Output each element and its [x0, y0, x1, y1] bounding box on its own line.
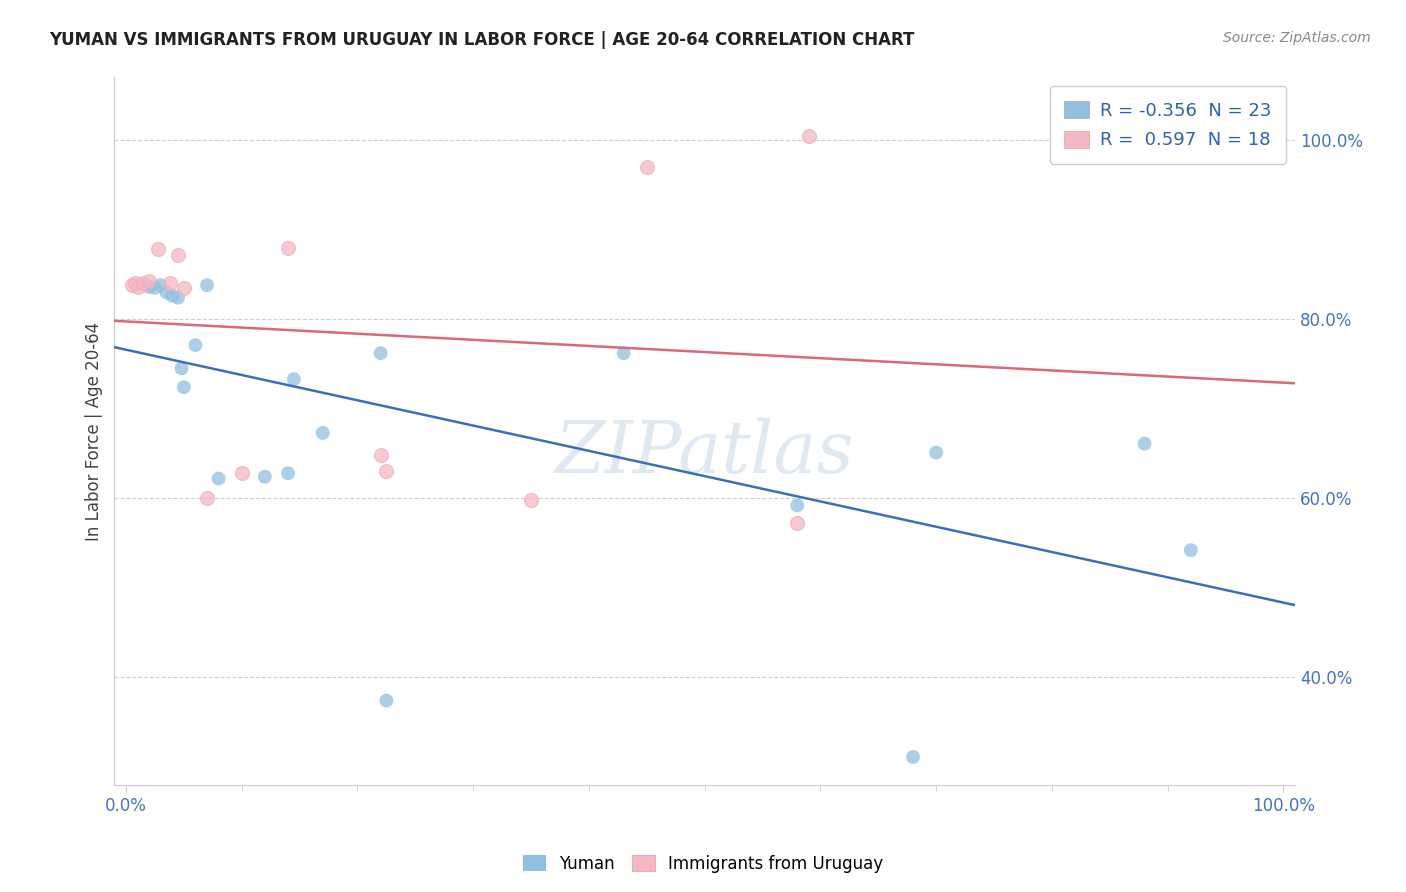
Point [127, 280, 149, 294]
Point [1133, 436, 1156, 450]
Point [901, 750, 924, 764]
Point [121, 278, 143, 293]
Point [184, 338, 207, 352]
Point [173, 281, 195, 295]
Point [283, 372, 305, 386]
Point [167, 291, 190, 305]
Legend: R = -0.356  N = 23, R =  0.597  N = 18: R = -0.356 N = 23, R = 0.597 N = 18 [1050, 87, 1286, 164]
Point [173, 380, 195, 394]
Point [312, 425, 335, 440]
Point [253, 469, 276, 483]
Point [375, 464, 398, 478]
Point [375, 693, 398, 707]
Point [138, 274, 160, 288]
Point [370, 346, 392, 360]
Point [520, 493, 543, 508]
Point [786, 499, 808, 513]
Point [231, 466, 253, 480]
Point [138, 280, 160, 294]
Point [1180, 543, 1202, 558]
Point [132, 277, 155, 291]
Point [207, 471, 229, 485]
Point [613, 346, 636, 360]
Point [149, 278, 172, 293]
Point [925, 445, 948, 459]
Point [786, 516, 808, 531]
Point [167, 248, 190, 262]
Text: Source: ZipAtlas.com: Source: ZipAtlas.com [1223, 31, 1371, 45]
Point [797, 128, 820, 143]
Text: YUMAN VS IMMIGRANTS FROM URUGUAY IN LABOR FORCE | AGE 20-64 CORRELATION CHART: YUMAN VS IMMIGRANTS FROM URUGUAY IN LABO… [49, 31, 914, 49]
Point [159, 277, 181, 291]
Point [143, 281, 166, 295]
Text: ZIPatlas: ZIPatlas [555, 417, 855, 488]
Y-axis label: In Labor Force | Age 20-64: In Labor Force | Age 20-64 [86, 321, 103, 541]
Point [124, 277, 146, 291]
Point [277, 241, 299, 255]
Point [148, 243, 170, 257]
Point [195, 278, 218, 293]
Point [195, 491, 218, 506]
Point [370, 448, 392, 462]
Point [170, 361, 193, 376]
Point [155, 285, 177, 300]
Legend: Yuman, Immigrants from Uruguay: Yuman, Immigrants from Uruguay [516, 848, 890, 880]
Point [277, 466, 299, 480]
Point [636, 160, 658, 174]
Point [162, 289, 184, 303]
